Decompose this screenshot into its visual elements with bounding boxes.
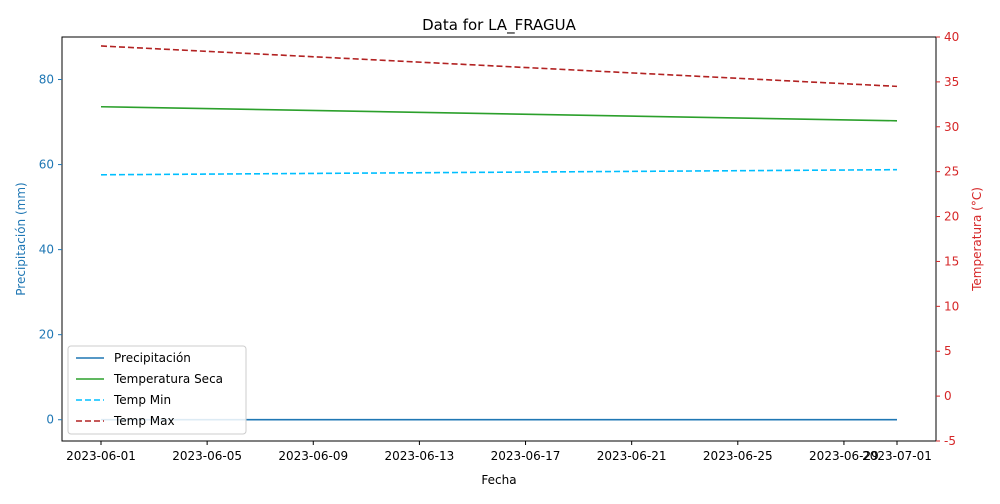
x-tick-label: 2023-06-17 xyxy=(491,449,561,463)
x-tick-label: 2023-06-01 xyxy=(66,449,136,463)
right-y-tick-label: 5 xyxy=(944,344,952,358)
right-y-tick-label: 20 xyxy=(944,210,959,224)
x-tick-label: 2023-07-01 xyxy=(862,449,932,463)
right-y-tick-label: 0 xyxy=(944,389,952,403)
right-y-tick-label: -5 xyxy=(944,434,956,448)
right-y-tick-label: 30 xyxy=(944,120,959,134)
series-line-3 xyxy=(100,45,898,88)
series-line-1 xyxy=(100,105,898,122)
left-y-tick-label: 0 xyxy=(46,413,54,427)
legend-label-3: Temp Max xyxy=(113,414,175,428)
legend-box xyxy=(67,345,247,435)
legend-label-0: Precipitación xyxy=(114,351,191,365)
right-y-tick-label: 25 xyxy=(944,165,959,179)
x-axis-label: Fecha xyxy=(481,473,516,487)
plot-frame xyxy=(61,36,937,442)
right-y-tick-label: 10 xyxy=(944,299,959,313)
legend: Precipitación Temperatura Seca Temp Min Tem… xyxy=(67,345,247,435)
left-y-tick-label: 40 xyxy=(39,243,54,257)
left-y-tick-label: 20 xyxy=(39,328,54,342)
x-tick-label: 2023-06-21 xyxy=(597,449,667,463)
x-tick-label: 2023-06-13 xyxy=(385,449,455,463)
series-line-2 xyxy=(100,168,898,176)
legend-label-2: Temp Min xyxy=(113,393,171,407)
legend-label-1: Temperatura Seca xyxy=(113,372,223,386)
left-y-tick-label: 60 xyxy=(39,158,54,172)
left-y-axis-label: Precipitación (mm) xyxy=(14,182,28,295)
right-y-tick-label: 40 xyxy=(944,30,959,44)
x-tick-label: 2023-06-05 xyxy=(172,449,242,463)
axes: 2023-06-01 2023-06-05 2023-06-09 2023-06-13… xyxy=(39,30,960,463)
right-y-tick-label: 35 xyxy=(944,75,959,89)
x-tick-label: 2023-06-09 xyxy=(278,449,348,463)
right-y-axis-label: Temperatura (°C) xyxy=(970,187,984,292)
left-y-tick-label: 80 xyxy=(39,73,54,87)
chart-title: Data for LA_FRAGUA xyxy=(422,16,576,35)
x-tick-label: 2023-06-29 xyxy=(809,449,879,463)
right-y-tick-label: 15 xyxy=(944,254,959,268)
x-tick-label: 2023-06-25 xyxy=(703,449,773,463)
